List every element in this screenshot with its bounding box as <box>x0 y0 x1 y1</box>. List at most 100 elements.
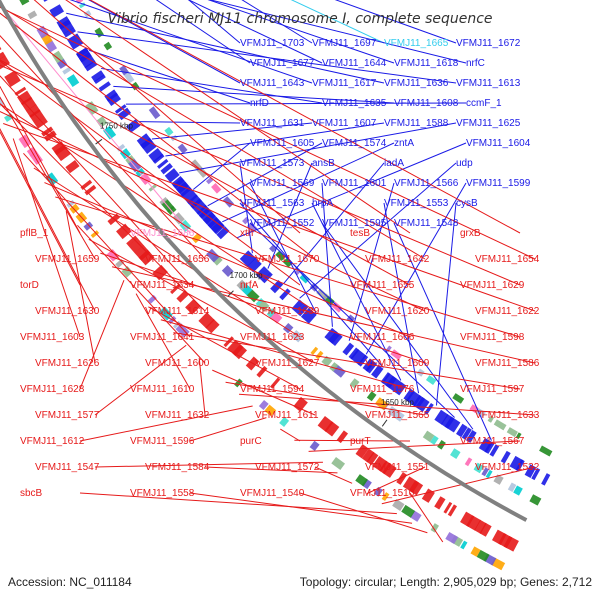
gene-label-vfmj11-1633[interactable]: VFMJ11_1633 <box>475 410 540 421</box>
gene-connector <box>238 393 536 416</box>
gene-label-vfmj11-1595[interactable]: VFMJ11_1595 <box>322 218 387 229</box>
gene-label-vfmj11-1628[interactable]: VFMJ11_1628 <box>20 384 85 395</box>
gene-label-ansb[interactable]: ansB <box>312 158 335 169</box>
gene-label-vfmj11-1665[interactable]: VFMJ11_1665 <box>384 38 449 49</box>
gene-label-vfmj11-1596[interactable]: VFMJ11_1596 <box>130 436 195 447</box>
gene-label-vfmj11-1584[interactable]: VFMJ11_1584 <box>145 462 210 473</box>
gene-label-vfmj11-1634[interactable]: VFMJ11_1634 <box>130 280 195 291</box>
gene-label-vfmj11-1632[interactable]: VFMJ11_1632 <box>145 410 210 421</box>
gene-label-vfmj11-1635[interactable]: VFMJ11_1635 <box>322 98 387 109</box>
gene-label-vfmj11-1630[interactable]: VFMJ11_1630 <box>35 306 100 317</box>
gene-label-vfmj11-1577[interactable]: VFMJ11_1577 <box>35 410 100 421</box>
gene-label-vfmj11-1563[interactable]: VFMJ11_1563 <box>240 198 305 209</box>
gene-label-vfmj11-1625[interactable]: VFMJ11_1625 <box>456 118 521 129</box>
gene-label-xth[interactable]: xth <box>240 228 253 239</box>
gene-label-vfmj11-1597[interactable]: VFMJ11_1597 <box>460 384 525 395</box>
gene-label-vfmj11-1623[interactable]: VFMJ11_1623 <box>240 332 305 343</box>
gene-label-nrfa[interactable]: nrfA <box>240 280 259 291</box>
feature-mark <box>94 74 106 85</box>
gene-label-vfmj11-1574[interactable]: VFMJ11_1574 <box>322 138 387 149</box>
gene-label-vfmj11-1644[interactable]: VFMJ11_1644 <box>322 58 387 69</box>
gene-label-vfmj11-1606[interactable]: VFMJ11_1606 <box>350 332 415 343</box>
gene-label-vfmj11-1639[interactable]: VFMJ11_1639 <box>255 306 320 317</box>
gene-label-nrfc[interactable]: nrfC <box>466 58 485 69</box>
gene-label-znta[interactable]: zntA <box>394 138 414 149</box>
gene-label-vfmj11-1576[interactable]: VFMJ11_1576 <box>350 384 415 395</box>
gene-label-vfmj11-1618[interactable]: VFMJ11_1618 <box>394 58 459 69</box>
gene-label-vfmj11-1636[interactable]: VFMJ11_1636 <box>384 78 449 89</box>
gene-label-vfmj11-1620[interactable]: VFMJ11_1620 <box>365 306 430 317</box>
gene-label-vfmj11-1586[interactable]: VFMJ11_1586 <box>475 358 540 369</box>
feature-mark <box>44 38 58 53</box>
gene-label-vfmj11-1610[interactable]: VFMJ11_1610 <box>130 384 195 395</box>
gene-label-vfmj11-1655[interactable]: VFMJ11_1655 <box>350 280 415 291</box>
gene-label-vfmj11-1598[interactable]: VFMJ11_1598 <box>460 332 525 343</box>
gene-label-vfmj11-1607[interactable]: VFMJ11_1607 <box>312 118 377 129</box>
gene-label-vfmj11-1659[interactable]: VFMJ11_1659 <box>35 254 100 265</box>
gene-label-ccmf-1[interactable]: ccmF_1 <box>466 98 502 109</box>
gene-label-nrfd[interactable]: nrfD <box>250 98 269 109</box>
gene-label-vfmj11-1551[interactable]: VFMJ11_1551 <box>365 462 430 473</box>
gene-label-vfmj11-1611[interactable]: VFMJ11_1611 <box>255 410 319 421</box>
gene-label-vfmj11-1603[interactable]: VFMJ11_1603 <box>20 332 85 343</box>
gene-label-vfmj11-1677[interactable]: VFMJ11_1677 <box>250 58 315 69</box>
gene-label-vfmj11-1609[interactable]: VFMJ11_1609 <box>365 358 430 369</box>
gene-label-vfmj11-1629[interactable]: VFMJ11_1629 <box>460 280 525 291</box>
gene-label-vfmj11-1654[interactable]: VFMJ11_1654 <box>475 254 540 265</box>
gene-label-vfmj11-1558[interactable]: VFMJ11_1558 <box>130 488 195 499</box>
feature-mark <box>300 307 317 324</box>
gene-label-vfmj11-1532[interactable]: VFMJ11_1532 <box>475 462 540 473</box>
gene-label-vfmj11-1569[interactable]: VFMJ11_1569 <box>250 178 315 189</box>
gene-label-vfmj11-1627[interactable]: VFMJ11_1627 <box>255 358 320 369</box>
gene-label-tord[interactable]: torD <box>20 280 39 291</box>
gene-label-cysb[interactable]: cysB <box>456 198 478 209</box>
gene-label-vfmj11-1697[interactable]: VFMJ11_1697 <box>312 38 377 49</box>
gene-label-vfmj11-1642[interactable]: VFMJ11_1642 <box>365 254 430 265</box>
feature-mark <box>410 510 422 522</box>
gene-label-tesb[interactable]: tesB <box>350 228 370 239</box>
gene-label-vfmj11-1594[interactable]: VFMJ11_1594 <box>240 384 305 395</box>
gene-label-hrpa[interactable]: hrpA <box>312 198 333 209</box>
gene-label-vfmj11-1540[interactable]: VFMJ11_1540 <box>240 488 305 499</box>
gene-label-vfmj11-1547[interactable]: VFMJ11_1547 <box>35 462 100 473</box>
gene-label-purc[interactable]: purC <box>240 436 262 447</box>
gene-label-vfmj11-1614[interactable]: VFMJ11_1614 <box>145 306 210 317</box>
gene-label-vfmj11-1552[interactable]: VFMJ11_1552 <box>250 218 315 229</box>
gene-label-vfmj11-1510[interactable]: VFMJ11_1510 <box>350 488 415 499</box>
gene-label-vfmj11-1573[interactable]: VFMJ11_1573 <box>240 158 305 169</box>
gene-label-vfmj11-1643[interactable]: VFMJ11_1643 <box>240 78 305 89</box>
gene-label-vfmj11-1567[interactable]: VFMJ11_1567 <box>460 436 525 447</box>
gene-label-purt[interactable]: purT <box>350 436 371 447</box>
gene-label-pflb-1[interactable]: pflB_1 <box>20 228 49 239</box>
gene-label-vfmj11-1572[interactable]: VFMJ11_1572 <box>255 462 320 473</box>
feature-mark <box>507 482 517 493</box>
gene-label-vfmj11-1703[interactable]: VFMJ11_1703 <box>240 38 305 49</box>
gene-label-vfmj11-1612[interactable]: VFMJ11_1612 <box>20 436 85 447</box>
gene-label-vfmj11-1548[interactable]: VFMJ11_1548 <box>394 218 459 229</box>
gene-label-udp[interactable]: udp <box>456 158 473 169</box>
gene-label-grxb[interactable]: grxB <box>460 228 481 239</box>
gene-label-vfmj11-1599[interactable]: VFMJ11_1599 <box>466 178 531 189</box>
gene-label-vfmj11-1670[interactable]: VFMJ11_1670 <box>255 254 320 265</box>
gene-label-vfmj11-1626[interactable]: VFMJ11_1626 <box>35 358 100 369</box>
gene-label-vfmj11-1613[interactable]: VFMJ11_1613 <box>456 78 521 89</box>
gene-label-vfmj11-1641[interactable]: VFMJ11_1641 <box>130 332 195 343</box>
gene-label-sbcb[interactable]: sbcB <box>20 488 43 499</box>
gene-label-vfmj11-1565[interactable]: VFMJ11_1565 <box>365 410 430 421</box>
gene-label-vfmj11-1631[interactable]: VFMJ11_1631 <box>240 118 305 129</box>
gene-label-vfmj11-1600[interactable]: VFMJ11_1600 <box>145 358 210 369</box>
gene-label-vfmj11-1672[interactable]: VFMJ11_1672 <box>456 38 521 49</box>
gene-label-vfmj11-1604[interactable]: VFMJ11_1604 <box>466 138 531 149</box>
gene-label-vfmj11-1686[interactable]: VFMJ11_1686 <box>130 228 195 239</box>
feature-mark <box>331 301 343 313</box>
gene-label-vfmj11-1566[interactable]: VFMJ11_1566 <box>394 178 459 189</box>
gene-label-vfmj11-1605[interactable]: VFMJ11_1605 <box>250 138 315 149</box>
gene-label-vfmj11-1608[interactable]: VFMJ11_1608 <box>394 98 459 109</box>
gene-label-vfmj11-1588[interactable]: VFMJ11_1588 <box>384 118 449 129</box>
gene-label-vfmj11-1601[interactable]: VFMJ11_1601 <box>322 178 387 189</box>
gene-label-vfmj11-1622[interactable]: VFMJ11_1622 <box>475 306 540 317</box>
gene-label-iada[interactable]: iadA <box>384 158 404 169</box>
gene-label-vfmj11-1553[interactable]: VFMJ11_1553 <box>384 198 449 209</box>
gene-label-vfmj11-1656[interactable]: VFMJ11_1656 <box>145 254 210 265</box>
gene-label-vfmj11-1617[interactable]: VFMJ11_1617 <box>312 78 377 89</box>
